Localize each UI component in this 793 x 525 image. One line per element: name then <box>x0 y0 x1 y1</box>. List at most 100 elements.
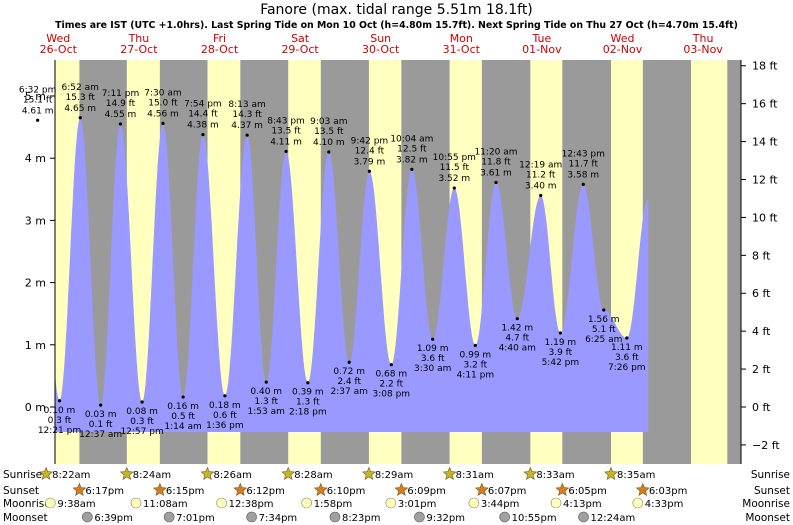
high-tide-feet: 12.5 ft <box>397 144 427 154</box>
high-tide-metres: 3.40 m <box>525 182 557 192</box>
low-tide-feet: 4.7 ft <box>505 334 529 344</box>
plot-area <box>55 60 741 464</box>
high-tide-feet: 14.3 ft <box>232 110 262 120</box>
left-tick-label: 2 m <box>25 277 46 290</box>
high-tide-feet: 15.1 ft <box>23 95 53 105</box>
low-tide-time: 12:37 am <box>79 430 122 440</box>
chart-subtitle: Times are IST (UTC +1.0hrs). Last Spring… <box>55 20 738 31</box>
low-tide-metres: 1.42 m <box>501 324 533 334</box>
high-tide-point <box>539 193 543 198</box>
moonset-time: 9:32pm <box>426 513 465 524</box>
moonset-time: 12:24am <box>591 513 636 524</box>
sunset-time: 6:05pm <box>568 486 607 497</box>
high-tide-time: 10:55 pm <box>433 153 476 163</box>
right-tick-label: 0 ft <box>752 401 771 414</box>
high-tide-metres: 4.61 m <box>22 106 54 116</box>
sunrise-time: 8:28am <box>294 470 332 481</box>
sunset-icon <box>72 482 87 496</box>
moonrise-icon <box>550 497 562 509</box>
moonrise-row-label: Moonrise <box>3 498 51 510</box>
high-tide-feet: 11.2 ft <box>526 171 556 181</box>
high-tide-time: 11:20 am <box>474 147 517 157</box>
low-tide-point <box>473 343 477 348</box>
day-date: 28-Oct <box>201 43 239 56</box>
high-tide-metres: 4.38 m <box>187 121 219 131</box>
high-tide-feet: 11.8 ft <box>481 157 511 167</box>
low-tide-feet: 0.5 ft <box>171 412 195 422</box>
moonset-time: 7:01pm <box>176 513 215 524</box>
sunrise-icon <box>361 466 376 480</box>
low-tide-point <box>515 317 519 321</box>
low-tide-feet: 0.3 ft <box>130 417 154 427</box>
high-tide-time: 8:43 pm <box>267 116 305 126</box>
sunset-time: 6:15pm <box>166 486 205 497</box>
low-tide-metres: 0.18 m <box>209 401 241 411</box>
high-tide-time: 8:13 am <box>228 100 265 110</box>
day-of-week: Wed <box>611 32 635 45</box>
low-tide-time: 4:40 am <box>499 344 536 354</box>
low-tide-time: 1:53 am <box>248 407 285 417</box>
high-tide-point <box>36 118 40 122</box>
day-of-week: Mon <box>450 32 473 45</box>
moonrise-time: 9:38am <box>57 499 95 510</box>
right-tick-label: −2 ft <box>752 439 780 452</box>
sunrise-icon <box>604 466 618 480</box>
day-date: 31-Oct <box>443 43 481 56</box>
low-tide-metres: 0.68 m <box>375 370 407 380</box>
day-of-week: Wed <box>46 32 70 45</box>
high-tide-feet: 15.3 ft <box>66 93 96 103</box>
day-date: 26-Oct <box>40 43 78 56</box>
low-tide-feet: 1.3 ft <box>254 397 278 407</box>
high-tide-feet: 13.5 ft <box>314 127 344 137</box>
day-of-week: Sat <box>291 32 310 45</box>
right-axis-ticks: −2 ft 0 ft 2 ft 4 ft 6 ft 8 ft 10 ft 12 ft 14 ft… <box>741 60 780 452</box>
low-tide-point <box>264 380 268 384</box>
sunset-time: 6:17pm <box>85 486 124 497</box>
low-tide-time: 5:42 pm <box>542 358 580 368</box>
left-tick-label: 0 m <box>25 401 46 414</box>
low-tide-metres: 0.16 m <box>167 402 199 412</box>
day-date: 29-Oct <box>281 43 319 56</box>
high-tide-feet: 12.4 ft <box>355 146 385 156</box>
sun-moon-table: Sunrise Sunset Moonrise Moonset Sunrise … <box>3 466 790 524</box>
low-tide-feet: 2.4 ft <box>337 377 361 387</box>
day-date: 27-Oct <box>120 43 158 56</box>
moonset-icon <box>414 511 425 523</box>
left-tick-label: 4 m <box>25 152 46 165</box>
moonset-time: 7:34pm <box>259 513 298 524</box>
low-tide-point <box>223 394 227 398</box>
low-tide-feet: 0.1 ft <box>89 420 113 430</box>
moonrise-time: 4:13pm <box>563 499 602 510</box>
high-tide-metres: 4.65 m <box>64 104 96 114</box>
sunrise-row-label: Sunrise <box>3 469 42 481</box>
high-tide-metres: 4.11 m <box>270 137 302 147</box>
low-tide-metres: 0.99 m <box>460 350 492 360</box>
high-tide-feet: 14.9 ft <box>106 99 136 109</box>
day-of-week: Sun <box>370 32 391 45</box>
left-axis-ticks: 0 m 1 m 2 m 3 m 4 m 5 m <box>25 90 55 414</box>
high-tide-time: 12:43 pm <box>562 149 605 159</box>
sunset-icon <box>555 482 570 496</box>
high-tide-metres: 4.10 m <box>313 138 345 148</box>
right-tick-label: 18 ft <box>752 60 778 73</box>
low-tide-point <box>140 400 144 404</box>
high-tide-point <box>494 180 498 185</box>
high-tide-point <box>245 133 249 137</box>
low-tide-feet: 0.6 ft <box>213 411 237 421</box>
low-tide-time: 2:18 pm <box>289 408 327 418</box>
moonset-time: 10:55pm <box>512 513 557 524</box>
high-tide-time: 9:03 am <box>310 117 347 127</box>
left-tick-label: 3 m <box>25 214 46 227</box>
day-headers: Wed26-OctThu27-OctFri28-OctSat29-OctSun3… <box>40 32 724 56</box>
moonset-row-label-right: Moonset <box>745 512 790 524</box>
day-date: 02-Nov <box>603 43 643 56</box>
low-tide-point <box>347 360 351 364</box>
moonrise-time: 3:01pm <box>398 499 437 510</box>
high-tide-point <box>284 149 288 153</box>
sunrise-time: 8:33am <box>536 470 574 481</box>
low-tide-feet: 3.6 ft <box>615 353 639 363</box>
moonset-icon <box>163 511 175 523</box>
low-tide-point <box>389 363 393 367</box>
low-tide-metres: 0.72 m <box>333 367 365 377</box>
high-tide-point <box>161 121 165 125</box>
